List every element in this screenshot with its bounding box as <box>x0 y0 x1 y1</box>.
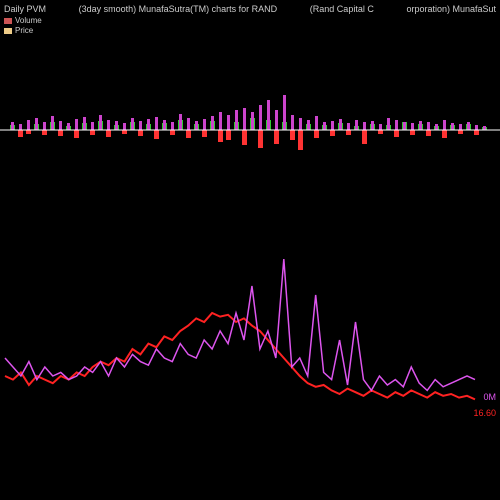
chart-canvas <box>0 0 500 500</box>
right-label-bottom: 16.60 <box>473 408 496 418</box>
price-line <box>5 259 475 390</box>
right-label-top: 0M <box>483 392 496 402</box>
bar-chart-group <box>10 95 487 150</box>
line-chart-group <box>5 259 475 399</box>
